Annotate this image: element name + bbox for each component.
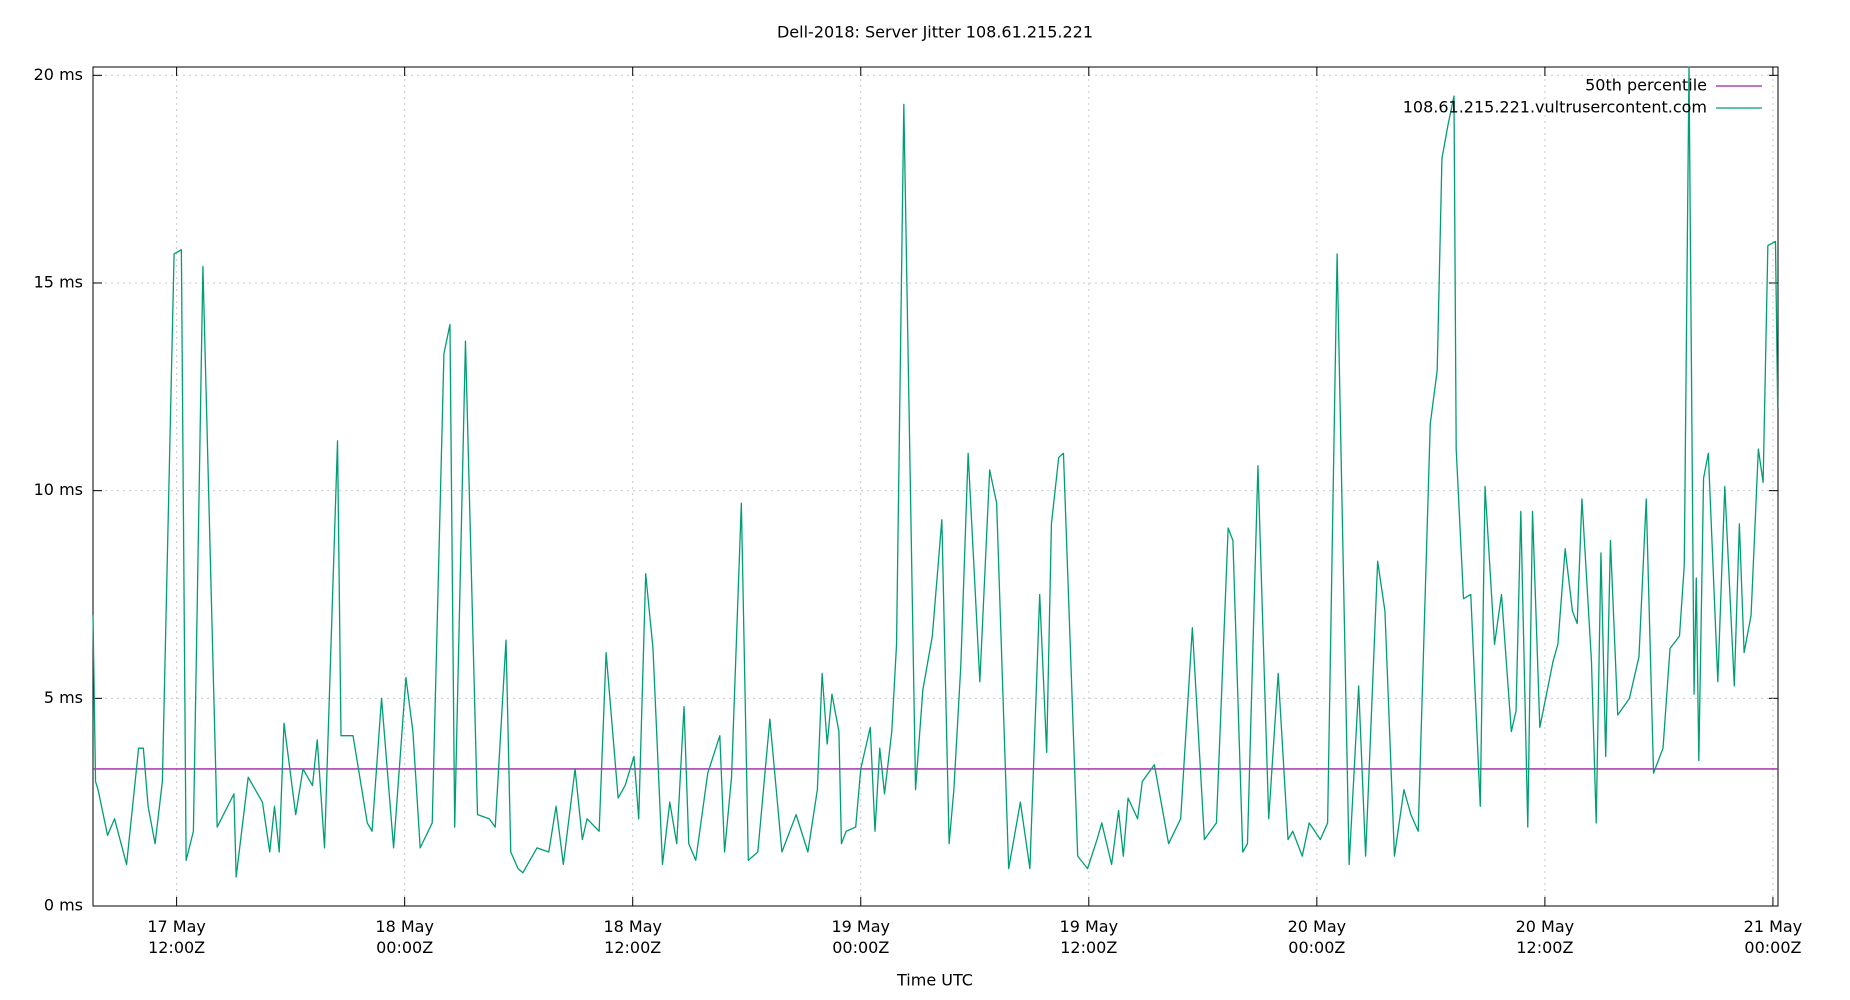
x-tick-label-line: 12:00Z	[604, 938, 661, 957]
x-tick-label-line: 00:00Z	[832, 938, 889, 957]
x-tick-label-line: 12:00Z	[1516, 938, 1573, 957]
x-tick-label-line: 00:00Z	[1744, 938, 1801, 957]
x-tick-label-line: 21 May	[1744, 917, 1803, 936]
x-tick-label-line: 00:00Z	[376, 938, 433, 957]
y-tick-label: 20 ms	[34, 65, 83, 84]
x-tick-label: 20 May 12:00Z	[1516, 917, 1575, 957]
plot-frame	[92, 66, 1779, 907]
x-tick-label-line: 19 May	[831, 917, 890, 936]
x-tick-label: 17 May 12:00Z	[147, 917, 206, 957]
x-tick-label-line: 20 May	[1288, 917, 1347, 936]
chart-title: Dell-2018: Server Jitter 108.61.215.221	[777, 23, 1093, 42]
x-tick-label-line: 19 May	[1060, 917, 1119, 936]
x-axis-label: Time UTC	[896, 971, 973, 990]
x-tick-label: 18 May 00:00Z	[375, 917, 434, 957]
x-tick-label-line: 20 May	[1516, 917, 1575, 936]
x-tick-label-line: 18 May	[603, 917, 662, 936]
x-tick-label: 18 May 12:00Z	[603, 917, 662, 957]
x-tick-label-line: 00:00Z	[1288, 938, 1345, 957]
y-tick-label: 5 ms	[44, 688, 83, 707]
legend-label: 108.61.215.221.vultrusercontent.com	[1403, 98, 1707, 117]
y-tick-label: 0 ms	[44, 896, 83, 915]
x-tick-label: 21 May 00:00Z	[1744, 917, 1803, 957]
x-tick-label: 19 May 12:00Z	[1060, 917, 1119, 957]
x-tick-label: 20 May 00:00Z	[1288, 917, 1347, 957]
x-tick-label-line: 12:00Z	[1060, 938, 1117, 957]
y-tick-label: 15 ms	[34, 272, 83, 291]
x-tick-label-line: 17 May	[147, 917, 206, 936]
data-line	[92, 66, 1779, 878]
x-tick-label-line: 18 May	[375, 917, 434, 936]
y-tick-label: 10 ms	[34, 480, 83, 499]
legend-label: 50th percentile	[1585, 76, 1707, 95]
x-tick-label: 19 May 00:00Z	[831, 917, 890, 957]
x-tick-label-line: 12:00Z	[148, 938, 205, 957]
